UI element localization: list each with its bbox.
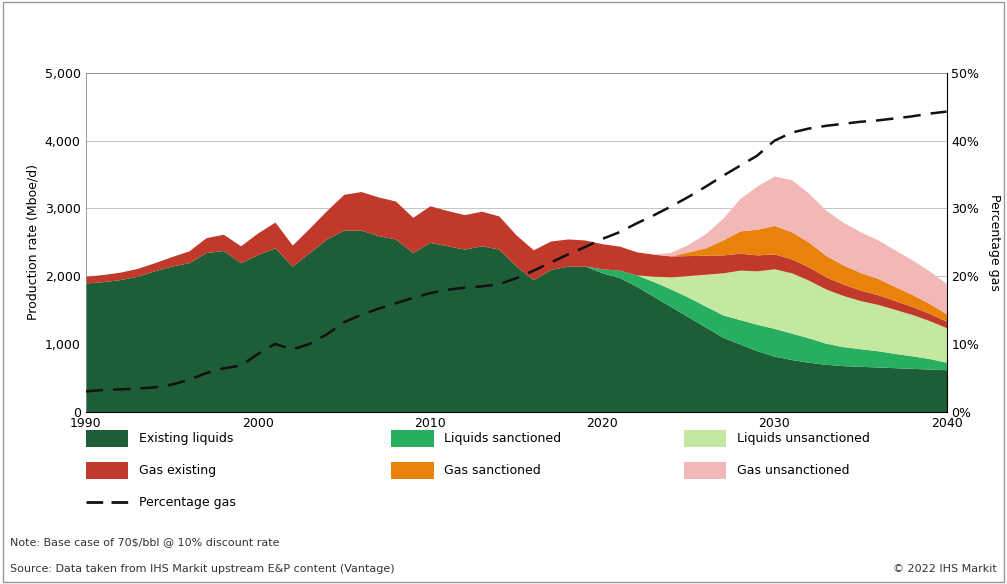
Text: Liquids unsanctioned: Liquids unsanctioned bbox=[737, 432, 870, 445]
Text: Source: Data taken from IHS Markit upstream E&P content (Vantage): Source: Data taken from IHS Markit upstr… bbox=[10, 564, 395, 574]
Text: Percentage gas: Percentage gas bbox=[139, 496, 236, 509]
Text: Niger Delta Basin: Historic liquids and gas production, and outlook: Niger Delta Basin: Historic liquids and … bbox=[10, 23, 667, 41]
Text: Gas sanctioned: Gas sanctioned bbox=[444, 464, 541, 477]
Bar bbox=[392, 462, 434, 479]
Bar bbox=[86, 462, 128, 479]
Bar bbox=[86, 430, 128, 447]
Text: Gas existing: Gas existing bbox=[139, 464, 215, 477]
Y-axis label: Percentage gas: Percentage gas bbox=[988, 194, 1001, 291]
Text: © 2022 IHS Markit: © 2022 IHS Markit bbox=[893, 564, 997, 574]
Bar bbox=[684, 430, 726, 447]
Text: Note: Base case of 70$/bbl @ 10% discount rate: Note: Base case of 70$/bbl @ 10% discoun… bbox=[10, 537, 280, 547]
Bar bbox=[684, 462, 726, 479]
Text: Liquids sanctioned: Liquids sanctioned bbox=[444, 432, 562, 445]
Bar bbox=[392, 430, 434, 447]
Text: Gas unsanctioned: Gas unsanctioned bbox=[737, 464, 850, 477]
Text: Existing liquids: Existing liquids bbox=[139, 432, 234, 445]
Y-axis label: Production rate (Mboe/d): Production rate (Mboe/d) bbox=[26, 164, 39, 321]
